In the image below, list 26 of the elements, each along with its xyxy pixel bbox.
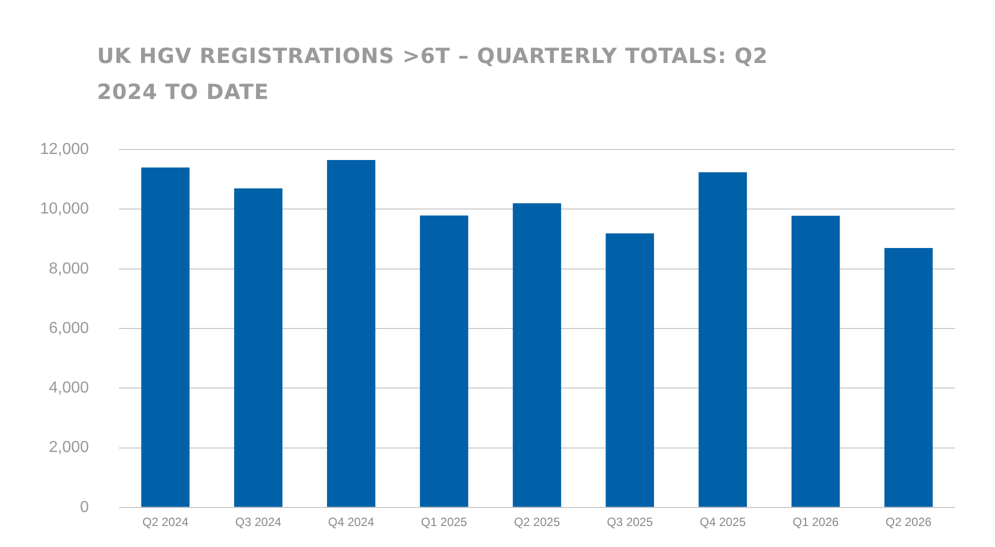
y-tick-label: 4,000 <box>48 380 90 397</box>
y-tick-label: 6,000 <box>48 320 90 337</box>
x-tick-label: Q4 2025 <box>700 514 746 529</box>
x-tick-label: Q4 2024 <box>328 514 375 529</box>
bar <box>141 167 190 507</box>
y-tick-label: 0 <box>80 498 90 516</box>
bar <box>327 160 376 507</box>
y-tick-label: 10,000 <box>40 200 90 218</box>
x-tick-label: Q3 2025 <box>606 514 654 529</box>
y-tick-label: 2,000 <box>48 439 90 456</box>
bar <box>884 248 933 507</box>
x-tick-label: Q2 2025 <box>514 514 560 529</box>
y-tick-label: 12,000 <box>40 141 90 158</box>
chart-title: UK HGV REGISTRATIONS >6T – QUARTERLY TOTALS: Q2 2024 TO DATE <box>97 43 769 106</box>
bar <box>234 188 282 507</box>
x-tick-label: Q3 2024 <box>235 514 282 529</box>
bar <box>420 215 468 507</box>
x-tick-label: Q1 2026 <box>792 514 839 529</box>
x-tick-label: Q2 2026 <box>886 514 932 529</box>
bar <box>512 203 562 507</box>
x-tick-label: Q1 2025 <box>421 514 468 529</box>
bar <box>792 216 840 507</box>
x-tick-label: Q2 2024 <box>142 514 189 529</box>
bar <box>606 233 654 507</box>
bar <box>698 172 747 507</box>
y-tick-label: 8,000 <box>48 260 90 278</box>
